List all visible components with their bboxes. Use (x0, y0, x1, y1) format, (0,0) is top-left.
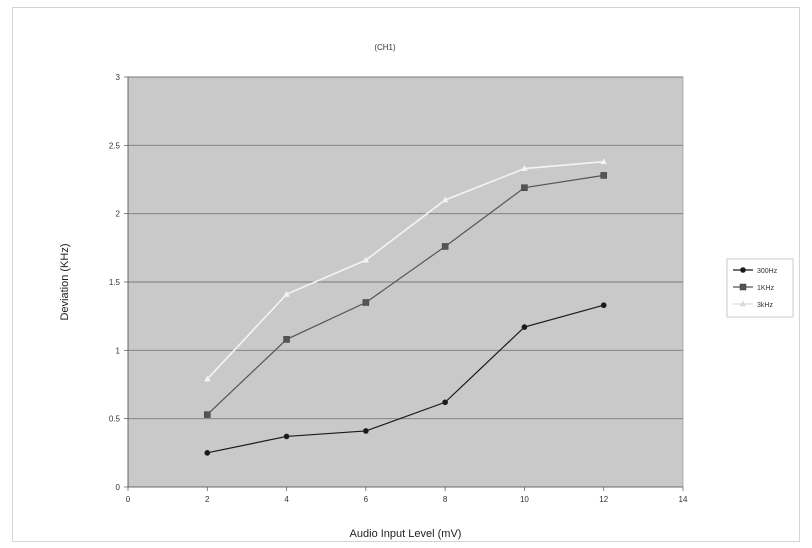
series-line (206, 160, 604, 380)
data-point (600, 158, 607, 165)
data-point (521, 184, 528, 191)
data-point (442, 399, 448, 406)
chart-title: (CH1) (374, 43, 396, 52)
legend: 300Hz 1KHz 3kHz (726, 258, 794, 318)
data-point (362, 299, 370, 306)
data-point (204, 450, 211, 456)
series-line (207, 304, 604, 454)
data-point (204, 375, 211, 382)
series-line (206, 174, 604, 416)
data-point (600, 172, 607, 179)
x-axis-title: Audio Input Level (mV) (350, 528, 462, 540)
x-tick-label: 12 (599, 495, 608, 504)
series-0 (204, 302, 607, 456)
data-point (283, 433, 290, 440)
legend-marker (740, 267, 746, 273)
data-point (441, 243, 449, 250)
data-point (283, 290, 290, 297)
y-tick-label: 2.5 (109, 141, 121, 150)
data-point (521, 165, 528, 171)
y-tick-label: 0 (116, 483, 121, 492)
legend-label: 1KHz (757, 285, 775, 292)
data-point (441, 196, 449, 203)
y-tick-label: 1 (116, 346, 121, 355)
y-tick-label: 3 (116, 73, 121, 82)
legend-marker (739, 283, 747, 291)
legend-label: 3kHz (757, 302, 773, 309)
data-point (600, 302, 607, 309)
x-tick-label: 4 (284, 495, 289, 504)
y-tick-label: 1.5 (109, 278, 121, 287)
x-tick-label: 0 (126, 495, 131, 504)
x-tick-label: 6 (364, 495, 369, 504)
legend-marker (739, 300, 747, 307)
axes: 0 0.5 1 1.5 2 2.5 3 0 2 4 6 8 10 12 14 (109, 73, 688, 504)
y-axis-title: Deviation (KHz) (59, 243, 71, 320)
x-tick-label: 2 (205, 495, 210, 504)
data-point (521, 324, 528, 330)
legend-box (726, 258, 794, 318)
series-group (204, 158, 607, 456)
gridlines (128, 76, 683, 420)
x-tick-label: 14 (679, 495, 688, 504)
data-point (363, 428, 369, 434)
y-tick-label: 2 (116, 210, 121, 219)
x-tick-label: 10 (520, 495, 529, 504)
series-1 (204, 172, 607, 418)
data-point (362, 256, 370, 263)
series-2 (204, 158, 607, 382)
x-tick-label: 8 (443, 495, 448, 504)
legend-label: 300Hz (757, 268, 778, 275)
data-point (283, 336, 290, 343)
data-point (204, 411, 211, 418)
y-tick-label: 0.5 (109, 415, 121, 424)
